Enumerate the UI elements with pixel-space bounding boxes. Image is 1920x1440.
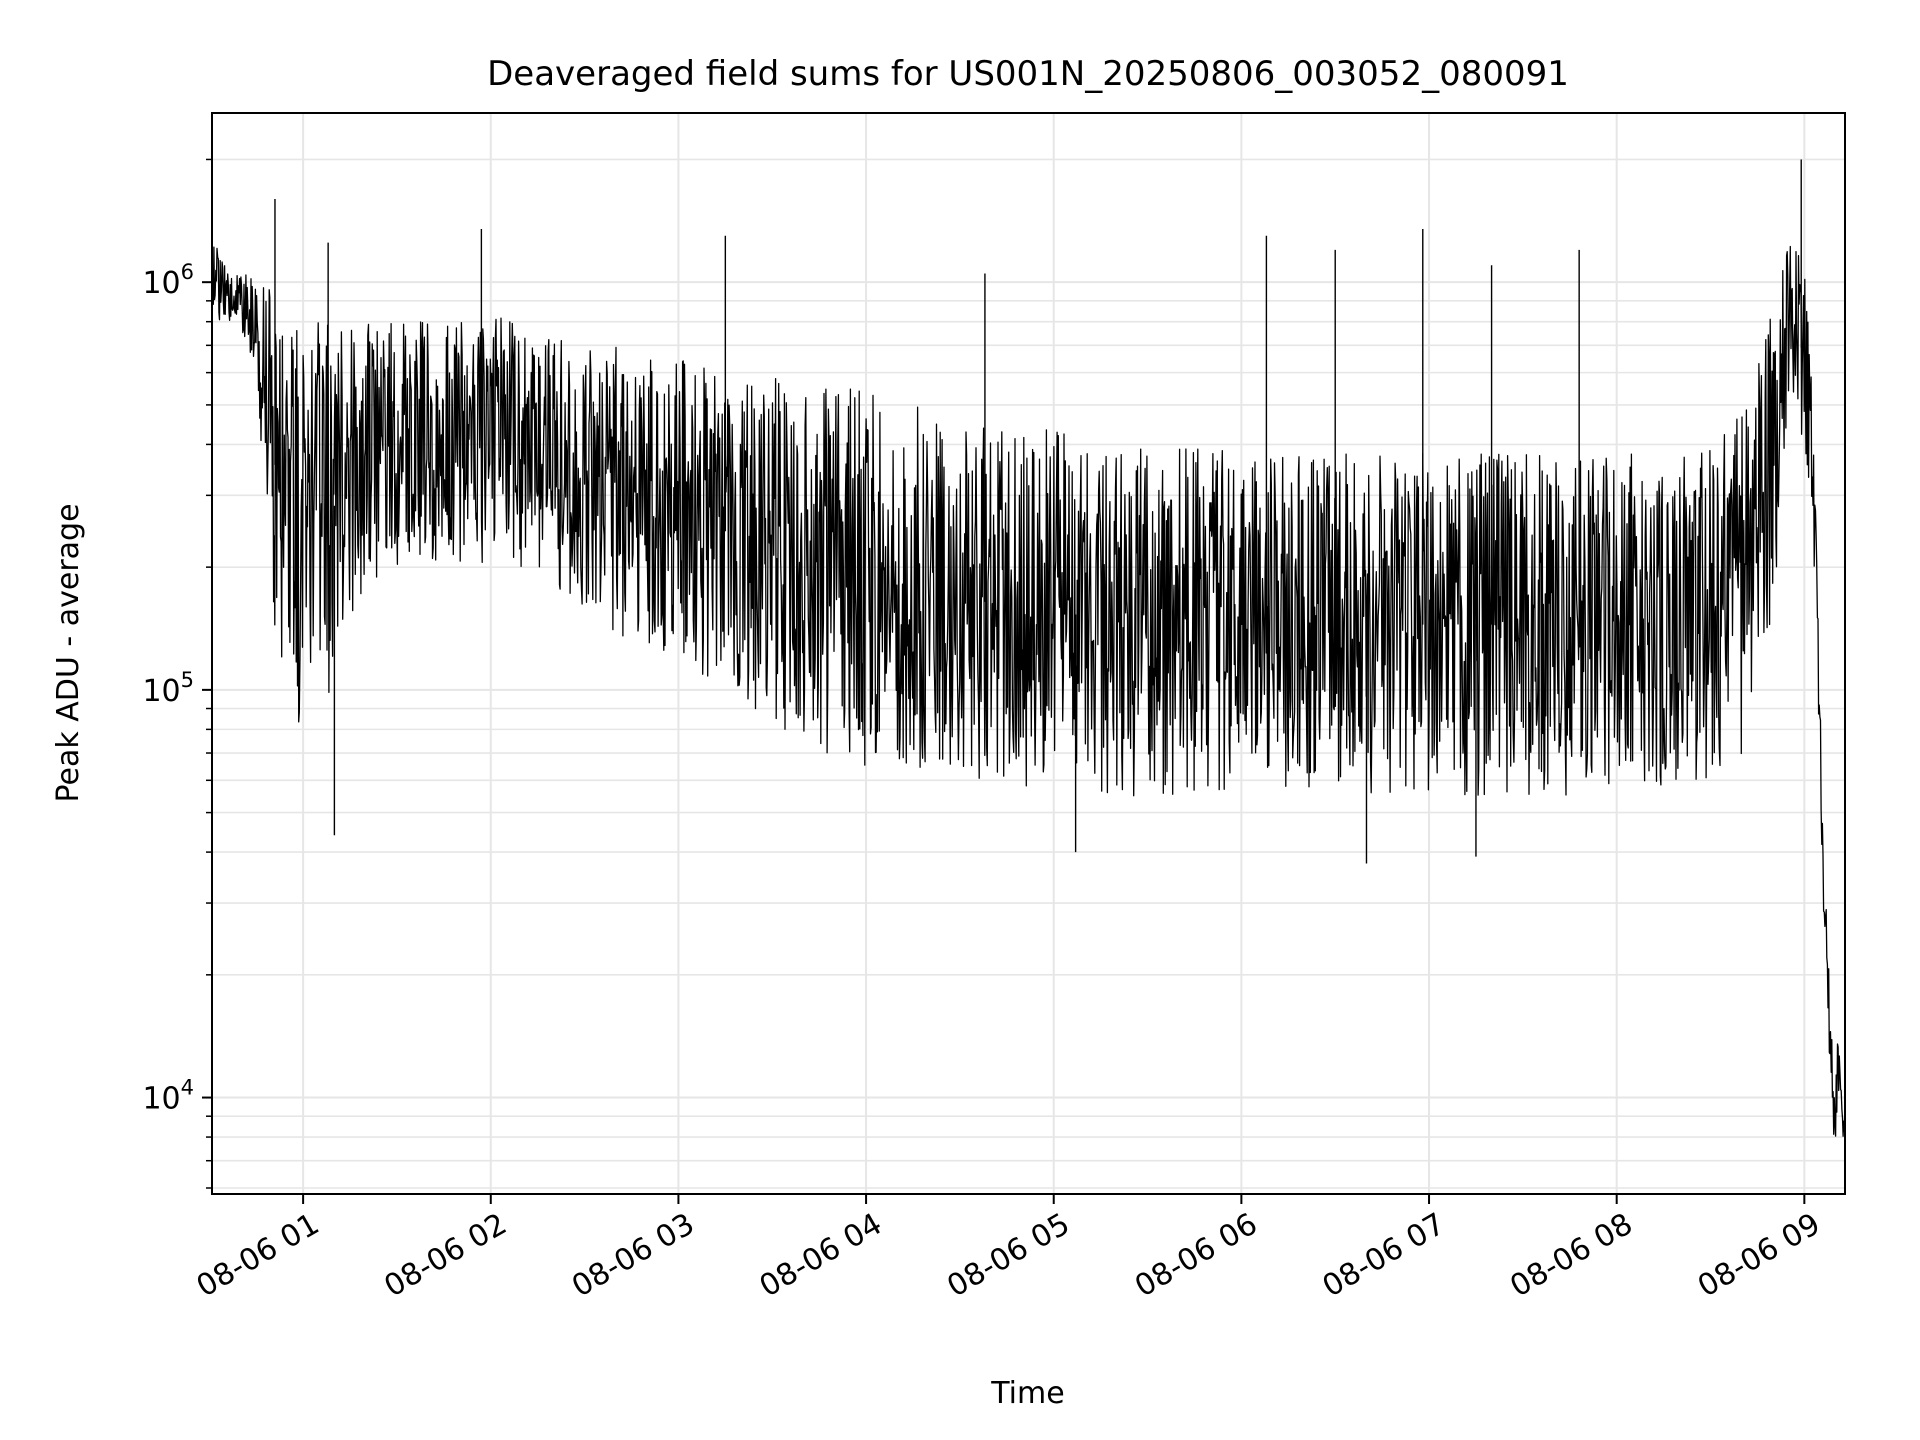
x-axis-label: Time <box>990 1376 1064 1411</box>
y-tick-label: 106 <box>142 260 194 301</box>
y-axis: 104 105 106 <box>142 158 212 1189</box>
series-line <box>212 245 1845 1137</box>
y-axis-label: Peak ADU - average <box>51 503 86 802</box>
chart-title: Deaveraged field sums for US001N_2025080… <box>487 54 1569 94</box>
plot-frame <box>211 112 1846 1195</box>
series-layer <box>212 159 1845 1137</box>
y-tick-label: 104 <box>142 1076 194 1117</box>
y-tick-label: 105 <box>142 668 194 709</box>
